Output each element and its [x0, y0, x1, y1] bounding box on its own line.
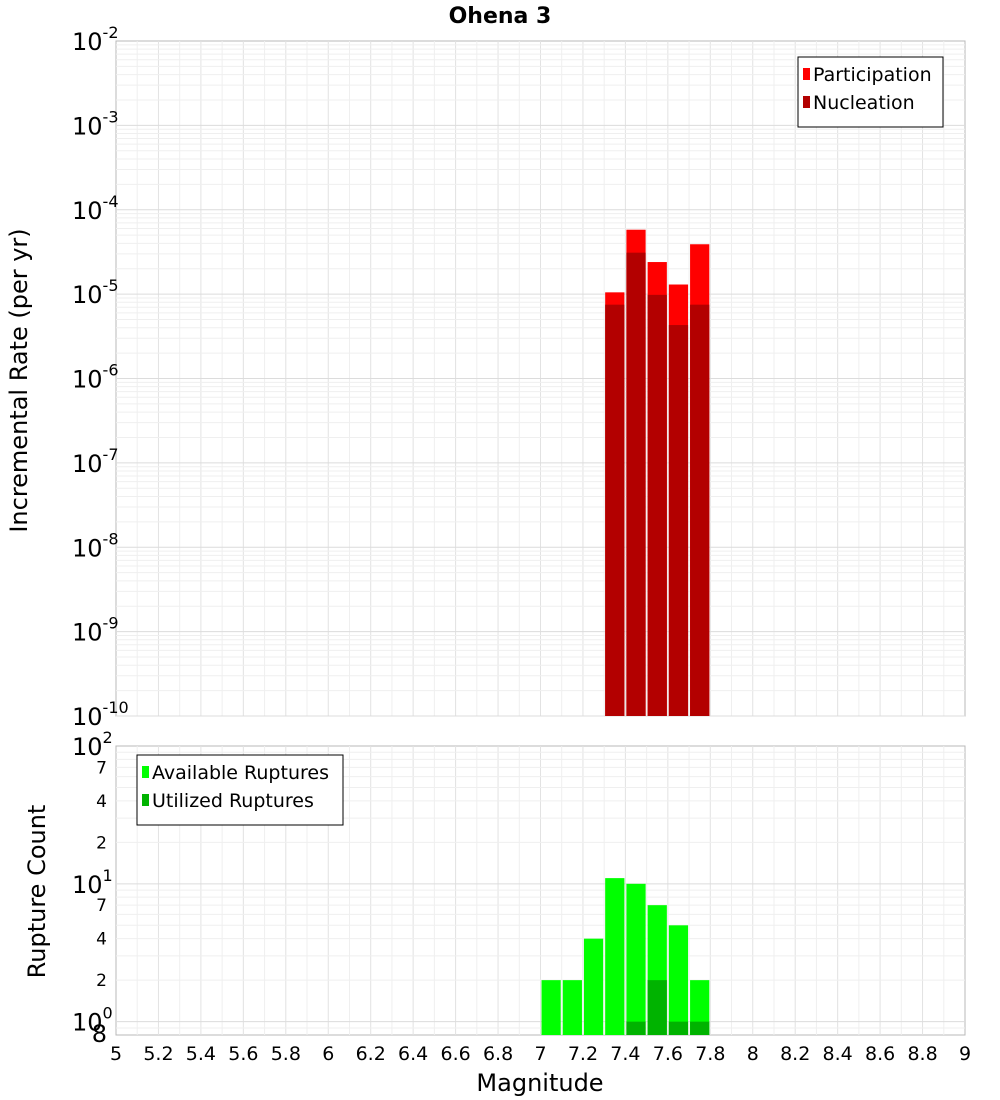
x-tick-label: 6.2: [356, 1043, 386, 1065]
y-tick-label: 4: [96, 792, 107, 812]
x-tick-labels: 5 5.2 5.4 5.6 5.8 6 6.2 6.4 6.6 6.8 7 7.2 7.4 7.6 7.8 8…: [110, 1043, 971, 1065]
x-tick-label: 5.2: [143, 1043, 173, 1065]
rate-y-axis-label: Incremental Rate (per yr): [5, 228, 33, 532]
bar-available-ruptures: [690, 980, 710, 1035]
rate-panel: 10-2 10-3 10-4 10-5 10-6 10-7 10-8 10-9 10-10 In…: [5, 23, 966, 731]
x-tick-label: 8.2: [780, 1043, 810, 1065]
bar-available-ruptures: [541, 980, 561, 1035]
legend-box: [136, 754, 344, 826]
y-tick-label: 2: [96, 971, 107, 991]
y-tick-label: 10-4: [72, 192, 119, 225]
bar-nucleation: [690, 304, 710, 716]
legend-swatch: [803, 96, 810, 108]
rate-gridlines: [116, 41, 965, 717]
y-tick-label: 10-2: [72, 23, 119, 56]
y-tick-label: 2: [96, 833, 107, 853]
count-y-axis-label: Rupture Count: [23, 805, 51, 979]
x-tick-label: 8.8: [907, 1043, 937, 1065]
y-tick-label: 10-8: [72, 529, 119, 562]
x-tick-label: 8: [747, 1043, 759, 1065]
y-tick-label: 8: [92, 1020, 107, 1048]
y-tick-label: 100: [72, 1004, 113, 1037]
y-tick-label: 10-3: [72, 107, 119, 140]
legend-label: Participation: [813, 64, 932, 86]
bar-available-ruptures: [626, 883, 646, 1035]
x-tick-label: 7.6: [653, 1043, 683, 1065]
chart-title: Ohena 3: [449, 4, 552, 29]
bar-available-ruptures: [562, 980, 582, 1035]
bar-available-ruptures: [668, 925, 689, 1035]
count-legend: Available Ruptures Utilized Ruptures: [136, 754, 344, 826]
bar-utilized-ruptures: [690, 1021, 710, 1035]
bar-utilized-ruptures: [647, 980, 667, 1035]
bar-nucleation: [668, 325, 689, 716]
y-tick-label: 101: [72, 866, 113, 899]
y-tick-label: 7: [96, 758, 107, 778]
legend-box: [797, 56, 944, 128]
x-tick-label: 6.8: [483, 1043, 513, 1065]
rate-legend: Participation Nucleation: [797, 56, 944, 128]
x-tick-label: 5.4: [186, 1043, 216, 1065]
y-tick-label: 4: [96, 930, 107, 950]
x-tick-label: 6.6: [440, 1043, 470, 1065]
bar-nucleation: [647, 294, 667, 716]
x-tick-label: 6.4: [398, 1043, 428, 1065]
legend-swatch: [142, 766, 149, 778]
y-tick-label: 10-6: [72, 361, 119, 394]
bar-available-ruptures: [583, 938, 604, 1035]
bar-utilized-ruptures: [626, 1021, 646, 1035]
x-tick-label: 7.8: [695, 1043, 725, 1065]
legend-label: Utilized Ruptures: [152, 790, 314, 812]
bar-available-ruptures: [605, 878, 625, 1035]
bar-nucleation: [605, 304, 625, 716]
count-bars: [541, 878, 710, 1035]
legend-label: Nucleation: [813, 92, 915, 114]
x-tick-label: 8.4: [823, 1043, 853, 1065]
bar-nucleation: [626, 252, 646, 716]
y-tick-label: 102: [72, 728, 113, 761]
x-tick-label: 5.6: [228, 1043, 258, 1065]
y-tick-label: 10-10: [72, 698, 129, 731]
y-tick-label: 10-5: [72, 276, 119, 309]
legend-label: Available Ruptures: [152, 762, 329, 784]
legend-swatch: [803, 68, 810, 80]
x-tick-label: 9: [959, 1043, 971, 1065]
rate-y-tick-labels: 10-2 10-3 10-4 10-5 10-6 10-7 10-8 10-9 10-10: [72, 23, 129, 731]
x-tick-label: 7: [534, 1043, 546, 1065]
x-tick-label: 5: [110, 1043, 122, 1065]
y-tick-label: 10-7: [72, 445, 119, 478]
x-axis-label: Magnitude: [476, 1069, 603, 1097]
bar-utilized-ruptures: [668, 1021, 689, 1035]
x-tick-label: 6: [322, 1043, 334, 1065]
x-tick-label: 7.4: [610, 1043, 640, 1065]
y-tick-label: 10-9: [72, 614, 119, 647]
x-tick-label: 7.2: [568, 1043, 598, 1065]
y-tick-label: 7: [96, 896, 107, 916]
rate-bars: [605, 229, 710, 717]
legend-swatch: [142, 794, 149, 806]
x-tick-label: 8.6: [865, 1043, 895, 1065]
x-tick-label: 5.8: [271, 1043, 301, 1065]
